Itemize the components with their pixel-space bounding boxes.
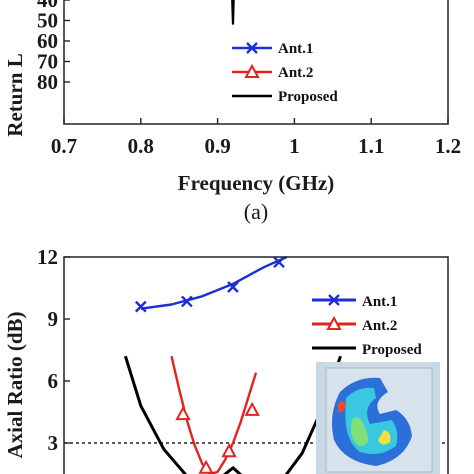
panel-a-y-tick-label: 60 bbox=[37, 29, 58, 53]
panel-b-marker-ant-2 bbox=[244, 401, 260, 416]
panel-b-marker-ant-1 bbox=[227, 281, 239, 293]
panel-a-legend-label: Ant.2 bbox=[278, 65, 313, 81]
panel-a-legend-label: Proposed bbox=[278, 89, 338, 105]
panel-b: 3 6 9 12 Axial Ratio (dB) Ant.1 Ant.2 Propose… bbox=[3, 245, 449, 474]
panel-b-marker-ant-2 bbox=[198, 459, 214, 474]
panel-b-series bbox=[123, 255, 342, 474]
panel-a-x-tick-label: 0.9 bbox=[204, 134, 230, 158]
panel-b-legend-label: Proposed bbox=[362, 342, 422, 358]
panel-b-marker-ant-1 bbox=[273, 256, 285, 269]
panel-b-legend-label: Ant.1 bbox=[362, 294, 397, 310]
panel-a-legend: Ant.1 Ant.2 Proposed bbox=[232, 41, 338, 105]
panel-a-y-tick-label: 40 bbox=[37, 0, 58, 12]
panel-a-x-tick-label: 0.7 bbox=[51, 134, 77, 158]
panel-a-y-tick-label: 80 bbox=[37, 70, 58, 94]
panel-a-series-line-proposed bbox=[231, 0, 235, 25]
panel-a-x-tick-label: 1.2 bbox=[435, 134, 461, 158]
panel-b-series-line-proposed bbox=[123, 355, 342, 474]
panel-b-y-ticks: 3 6 9 12 bbox=[37, 245, 70, 455]
panel-b-legend-label: Ant.2 bbox=[362, 318, 397, 334]
panel-b-y-tick-label: 12 bbox=[37, 245, 58, 269]
panel-b-legend: Ant.1 Ant.2 Proposed bbox=[312, 294, 422, 358]
inset-current-distribution-image bbox=[316, 362, 440, 474]
panel-b-y-tick-label: 6 bbox=[48, 369, 59, 393]
panel-a-series bbox=[231, 0, 235, 25]
panel-b-marker-ant-2 bbox=[221, 443, 237, 458]
panel-a-x-axis-label: Frequency (GHz) bbox=[178, 171, 335, 195]
panel-a-legend-label: Ant.1 bbox=[278, 41, 313, 57]
panel-b-plot-frame bbox=[63, 256, 449, 474]
panel-b-legend-marker bbox=[326, 315, 342, 330]
panel-a-legend-marker bbox=[246, 42, 258, 54]
panel-b-legend-marker bbox=[328, 294, 340, 306]
panel-b-marker-ant-1 bbox=[181, 295, 193, 308]
panel-a-x-ticks: 0.7 0.8 0.9 1 1.1 1.2 bbox=[51, 118, 461, 158]
panel-b-y-axis-label: Axial Ratio (dB) bbox=[3, 311, 27, 458]
panel-b-y-tick-label: 3 bbox=[48, 431, 59, 455]
panel-b-y-tick-label: 9 bbox=[48, 307, 59, 331]
panel-a-legend-marker bbox=[244, 63, 260, 78]
panel-a-x-tick-label: 1.1 bbox=[358, 134, 384, 158]
panel-a-plot-frame bbox=[63, 0, 449, 125]
panel-a-y-tick-label: 70 bbox=[37, 50, 58, 74]
panel-a-caption: (a) bbox=[244, 199, 268, 224]
panel-a-y-axis-label: Return L bbox=[3, 53, 27, 136]
panel-b-series-line-ant-1 bbox=[140, 255, 288, 310]
panel-b-marker-ant-1 bbox=[134, 300, 147, 313]
panel-b-marker-ant-2 bbox=[175, 405, 191, 421]
panel-a-y-tick-label: 50 bbox=[37, 9, 58, 33]
panel-a-x-tick-label: 1 bbox=[289, 134, 300, 158]
panel-a-x-tick-label: 0.8 bbox=[128, 134, 154, 158]
